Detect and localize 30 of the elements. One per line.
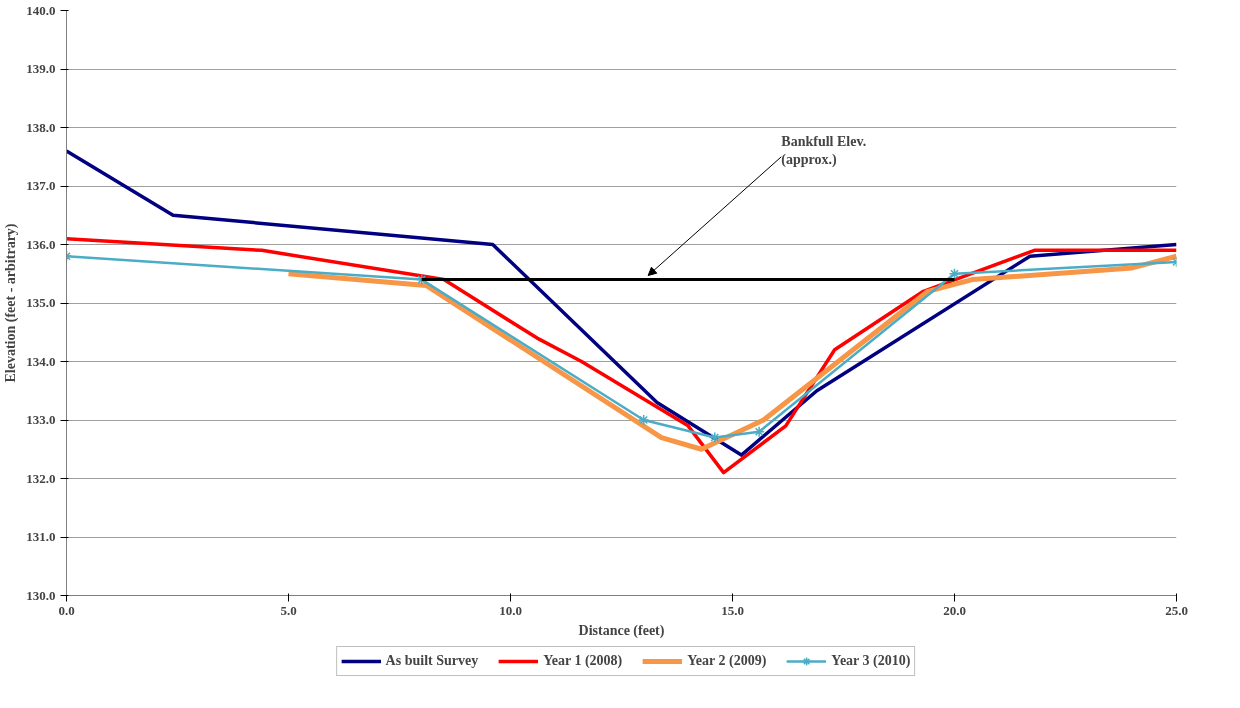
x-tick-label: 25.0 [1165,602,1188,618]
y-tick-label: 138.0 [26,119,56,135]
x-tick-label: 10.0 [499,602,522,618]
x-tick-label: 0.0 [58,602,75,618]
point [948,268,961,280]
x-axis-title: Distance (feet) [578,622,665,639]
y-tick-label: 132.0 [26,470,56,486]
x-tick-label: 5.0 [280,602,297,618]
y-tick-label: 137.0 [26,178,56,193]
y-tick-label: 133.0 [26,412,56,427]
y-tick-label: 140.0 [26,2,56,18]
point [753,425,765,438]
annotation: Bankfull Elev. (approx.) [781,134,867,169]
legend-label: Year 3 (2010) [831,653,911,669]
y-tick-label: 139.0 [26,61,56,76]
x-tick-label: 15.0 [721,602,744,618]
y-tick-label: 136.0 [26,236,56,252]
line-series [66,236,1177,475]
y-axis-title: Elevation (feet - arbitrary) [3,223,20,383]
legend-label: As built Survey [385,653,479,669]
y-tick-label: 135.0 [26,295,56,310]
legend-label: Year 2 (2009) [687,653,767,669]
point [708,431,721,444]
point [637,414,650,426]
line-series [66,149,1177,457]
y-tick-label: 131.0 [26,529,56,544]
x-tick-label: 20.0 [943,602,966,618]
y-tick-label: 130.0 [26,587,56,603]
legend-label: Year 1 (2008) [543,653,623,669]
y-tick-label: 134.0 [26,353,56,369]
